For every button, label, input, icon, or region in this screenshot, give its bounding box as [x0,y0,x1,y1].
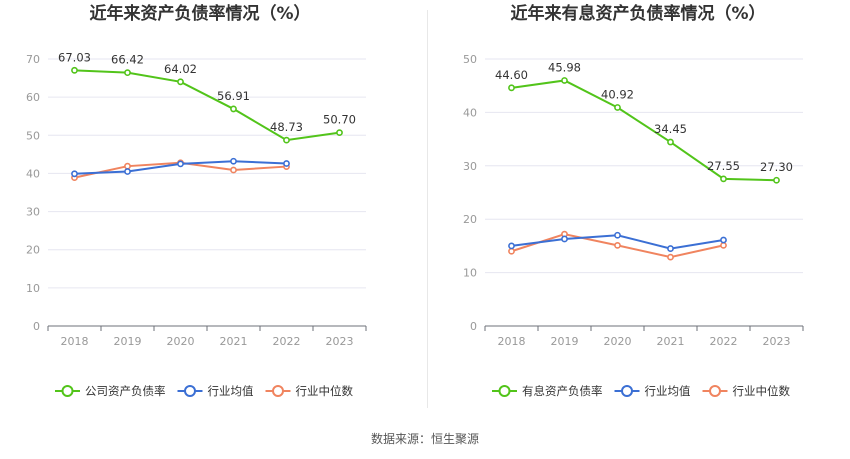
chart-left-legend-swatch-marker [272,385,284,397]
chart-right-legend-swatch-marker [709,385,721,397]
data-source-footer: 数据来源：恒生聚源 [0,430,850,447]
chart-left-data-label: 64.02 [164,62,197,76]
chart-right-title: 近年来有息资产负债率情况（%） [510,3,765,24]
chart-right-y-tick-label: 40 [463,106,477,119]
chart-right-data-point [614,241,621,249]
chart-left-y-tick-label: 20 [26,244,40,257]
chart-left-x-tick-label: 2021 [220,335,248,348]
chart-right-y-tick-label: 0 [470,320,477,333]
chart-right-data-point [561,235,568,243]
chart-right-data-label: 44.60 [495,68,528,82]
chart-left-data-point [283,160,290,167]
chart-right-series-line [511,79,777,182]
chart-right-y-tick-label: 50 [463,53,477,66]
chart-right-legend-label: 有息资产负债率 [522,384,603,398]
chart-right-data-point [667,245,674,252]
chart-right-legend-label: 行业均值 [645,384,691,398]
chart-left-data-label: 48.73 [270,120,303,134]
chart-right-data-label: 27.30 [760,160,793,174]
chart-left-data-point [124,162,131,170]
chart-right-data-label: 27.55 [707,159,740,173]
panel-divider [427,10,428,408]
chart-left-legend-label: 公司资产负债率 [85,384,166,398]
chart-left-series-line [74,69,340,142]
chart-right-data-point [720,175,727,183]
chart-left-x-tick-label: 2020 [167,335,195,348]
chart-right-legend-label: 行业中位数 [733,384,791,398]
chart-left-y-tick-label: 50 [26,129,40,142]
chart-right-data-point [508,84,515,92]
chart-left-y-tick-label: 60 [26,91,40,104]
chart-left-x-tick-label: 2023 [326,335,354,348]
chart-left-data-point [283,136,290,144]
chart-right-data-point [667,138,674,146]
source-name: 恒生聚源 [431,432,480,446]
chart-left-y-tick-label: 40 [26,167,40,180]
chart-right-data-label: 45.98 [548,60,581,74]
chart-left-data-point [177,160,184,168]
chart-left-data-point [71,170,78,178]
chart-right-data-point [508,242,515,250]
chart-right-data-point [561,77,568,84]
chart-left-data-label: 66.42 [111,53,144,67]
chart-left-title: 近年来资产负债率情况（%） [89,3,310,24]
chart-right-data-point [508,247,515,255]
chart-left-data-point [230,105,237,113]
chart-right-data-point [667,253,674,261]
chart-left-y-tick-label: 0 [33,320,40,333]
chart-left-data-point [71,66,78,74]
chart-left-data-point [124,168,131,175]
chart-left-legend-label: 行业中位数 [296,384,354,398]
chart-left-data-point [230,157,237,165]
chart-left-x-tick-label: 2018 [61,335,89,348]
chart-left-data-point [124,69,131,77]
source-prefix: 数据来源： [370,432,431,446]
chart-right-x-tick-label: 2019 [551,335,579,348]
chart-right-x-tick-label: 2021 [657,335,685,348]
chart-right-y-tick-label: 10 [463,267,477,280]
chart-left-y-tick-label: 70 [26,53,40,66]
chart-right-y-tick-label: 20 [463,213,477,226]
chart-right-data-point [720,236,727,244]
chart-left-data-label: 67.03 [58,50,91,64]
chart-panel-asset-liability: 近年来资产负债率情况（%） 0 10 20 30 40 50 60 70 2018 2019 2020… [0,0,425,420]
chart-left-legend-swatch-marker [61,385,74,397]
chart-left-y-tick-label: 10 [26,282,40,295]
chart-left-x-tick-label: 2019 [114,335,142,348]
chart-right-legend-swatch-marker [498,385,511,397]
chart-right-y-tick-label: 30 [463,160,477,173]
chart-right-data-point [614,231,621,239]
chart-left-legend-label: 行业均值 [208,384,254,398]
chart-right-data-label: 40.92 [601,87,634,101]
chart-left-legend-swatch-marker [184,385,196,397]
chart-left-data-point [336,129,343,137]
chart-right-x-tick-label: 2020 [604,335,632,348]
chart-right-data-point [773,176,780,184]
interest-bearing-liability-chart: 近年来有息资产负债率情况（%） 0 10 20 30 40 50 2018 2019 2020 20… [463,3,804,398]
chart-right-legend-swatch-marker [621,385,633,397]
asset-liability-chart: 近年来资产负债率情况（%） 0 10 20 30 40 50 60 70 2018 2019 2020… [26,3,367,398]
chart-right-data-label: 34.45 [654,122,687,136]
chart-panel-interest-bearing: 近年来有息资产负债率情况（%） 0 10 20 30 40 50 2018 2019 2020 20… [425,0,850,420]
chart-left-data-point [230,166,237,174]
chart-left-data-point [177,78,184,86]
chart-left-x-tick-label: 2022 [273,335,301,348]
chart-right-x-tick-label: 2023 [763,335,791,348]
chart-right-x-tick-label: 2022 [710,335,738,348]
chart-left-y-tick-label: 30 [26,206,40,219]
chart-right-data-point [720,241,727,249]
chart-left-data-label: 50.70 [323,113,356,127]
chart-right-data-point [614,104,621,111]
chart-right-x-tick-label: 2018 [498,335,526,348]
chart-left-data-label: 56.91 [217,89,250,103]
